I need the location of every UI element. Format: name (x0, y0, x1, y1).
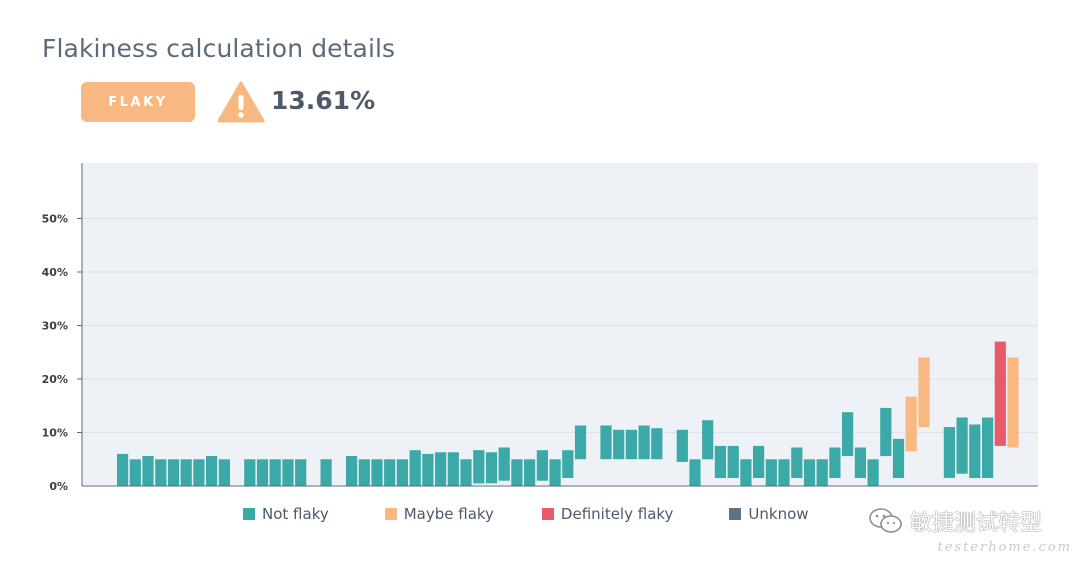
y-tick-label: 30% (42, 320, 68, 333)
bar-not-flaky[interactable] (218, 459, 230, 487)
legend-label-definitely-flaky: Definitely flaky (560, 505, 674, 523)
bar-not-flaky[interactable] (982, 417, 994, 479)
legend-item-not-flaky: Not flaky (243, 505, 329, 523)
bar-not-flaky[interactable] (956, 417, 968, 474)
wechat-icon (869, 508, 902, 533)
bar-not-flaky[interactable] (816, 459, 828, 487)
warning-triangle-icon (217, 81, 265, 123)
y-tick-label: 10% (42, 427, 68, 440)
bar-not-flaky[interactable] (447, 452, 459, 486)
bar-not-flaky[interactable] (511, 459, 523, 487)
bar-not-flaky[interactable] (740, 459, 752, 487)
watermark-text: 敏捷测试转型 (909, 511, 1042, 536)
bar-not-flaky[interactable] (791, 447, 803, 479)
watermark-sub: testerhome.com (937, 540, 1072, 555)
bar-not-flaky[interactable] (727, 445, 739, 478)
bar-not-flaky[interactable] (167, 459, 180, 487)
bar-not-flaky[interactable] (524, 459, 536, 487)
legend-swatch-definitely-flaky (541, 508, 554, 520)
legend-label-unknown: Unknow (748, 505, 809, 523)
bar-not-flaky[interactable] (460, 459, 472, 487)
bar-not-flaky[interactable] (269, 459, 281, 487)
bar-not-flaky[interactable] (753, 445, 765, 478)
bar-not-flaky[interactable] (473, 450, 485, 484)
bar-not-flaky[interactable] (485, 452, 498, 484)
watermark: 敏捷测试转型 (868, 505, 1042, 537)
legend-label-maybe-flaky: Maybe flaky (403, 505, 494, 523)
bar-not-flaky[interactable] (867, 459, 879, 487)
legend-item-definitely-flaky: Definitely flaky (541, 505, 674, 523)
plot-background (82, 163, 1038, 485)
bar-not-flaky[interactable] (117, 453, 129, 486)
page-title: Flakiness calculation details (42, 34, 396, 63)
bar-not-flaky[interactable] (969, 424, 981, 479)
bar-not-flaky[interactable] (842, 412, 854, 457)
bar-not-flaky[interactable] (549, 459, 561, 487)
bar-not-flaky[interactable] (409, 450, 421, 486)
y-tick-label: 50% (42, 213, 68, 226)
bar-not-flaky[interactable] (422, 453, 434, 486)
flakiness-percent: 13.61% (271, 86, 376, 115)
bar-not-flaky[interactable] (651, 428, 663, 460)
y-tick-label: 40% (42, 266, 68, 279)
bar-not-flaky[interactable] (829, 447, 841, 479)
bar-not-flaky[interactable] (803, 459, 816, 487)
legend-swatch-maybe-flaky (384, 508, 397, 520)
bar-not-flaky[interactable] (193, 459, 205, 487)
y-tick-label: 20% (42, 373, 68, 386)
chart-legend: Not flaky Maybe flaky Definitely flaky U… (243, 505, 809, 523)
bar-not-flaky[interactable] (702, 420, 714, 460)
bar-not-flaky[interactable] (244, 459, 256, 487)
legend-item-unknown: Unknow (729, 505, 809, 523)
bar-not-flaky[interactable] (562, 450, 574, 478)
legend-swatch-not-flaky (243, 508, 255, 520)
bar-not-flaky[interactable] (689, 459, 701, 487)
bar-not-flaky[interactable] (854, 447, 866, 479)
legend-item-maybe-flaky: Maybe flaky (384, 505, 494, 523)
bar-not-flaky[interactable] (295, 459, 307, 487)
y-tick-label: 0% (49, 480, 68, 493)
bar-not-flaky[interactable] (892, 438, 905, 478)
bar-not-flaky[interactable] (676, 429, 688, 462)
bar-not-flaky[interactable] (638, 425, 650, 460)
bar-not-flaky[interactable] (880, 407, 892, 457)
bar-not-flaky[interactable] (600, 425, 612, 460)
bar-not-flaky[interactable] (256, 459, 269, 487)
bar-not-flaky[interactable] (536, 450, 548, 481)
bar-not-flaky[interactable] (714, 445, 726, 478)
bar-not-flaky[interactable] (129, 459, 141, 487)
bar-not-flaky[interactable] (613, 429, 625, 460)
bar-not-flaky[interactable] (282, 459, 294, 487)
bar-not-flaky[interactable] (358, 459, 370, 487)
legend-swatch-unknown (729, 508, 742, 520)
bar-not-flaky[interactable] (320, 459, 332, 487)
bar-not-flaky[interactable] (435, 452, 447, 486)
bar-not-flaky[interactable] (396, 459, 408, 487)
bar-not-flaky[interactable] (206, 456, 218, 486)
bar-not-flaky[interactable] (943, 427, 955, 478)
bar-maybe-flaky[interactable] (918, 357, 930, 428)
bar-not-flaky[interactable] (384, 459, 396, 487)
bar-not-flaky[interactable] (498, 447, 510, 481)
bar-not-flaky[interactable] (180, 459, 192, 487)
bar-definitely-flaky[interactable] (994, 341, 1006, 446)
bar-not-flaky[interactable] (574, 425, 587, 460)
legend-label-not-flaky: Not flaky (262, 505, 329, 523)
bar-not-flaky[interactable] (346, 456, 358, 486)
bar-not-flaky[interactable] (371, 459, 383, 487)
bar-not-flaky[interactable] (778, 459, 790, 487)
bar-maybe-flaky[interactable] (905, 396, 917, 452)
bar-not-flaky[interactable] (765, 459, 777, 487)
status-badge: FLAKY (81, 82, 195, 122)
bar-not-flaky[interactable] (625, 429, 637, 460)
bar-not-flaky[interactable] (155, 459, 167, 487)
bar-maybe-flaky[interactable] (1007, 357, 1019, 448)
bar-not-flaky[interactable] (142, 456, 154, 486)
